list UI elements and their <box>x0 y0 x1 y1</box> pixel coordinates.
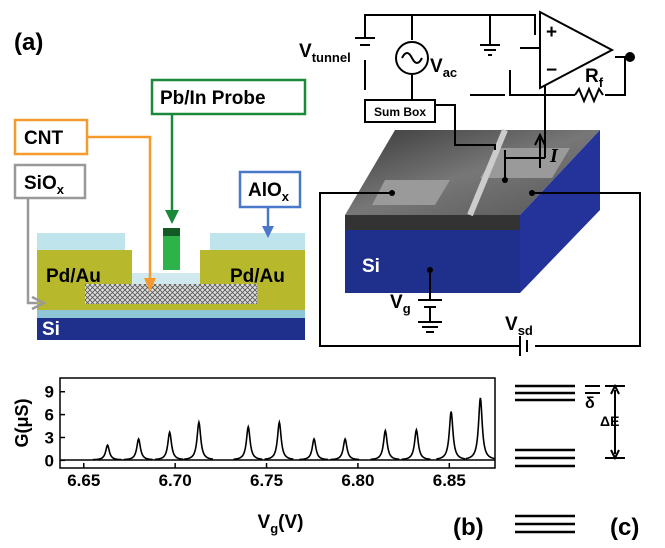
peak <box>92 443 122 461</box>
pad <box>480 148 570 178</box>
delta-e-label: ΔE <box>600 413 619 429</box>
peak <box>154 429 184 461</box>
x-axis-label: Vg(V) <box>258 512 304 536</box>
x-tick-label: 6.70 <box>159 471 192 490</box>
rf-label: Rf <box>585 66 604 90</box>
panel-label: (a) <box>14 29 43 56</box>
sample-si <box>345 230 520 293</box>
y-tick-label: 3 <box>45 428 54 447</box>
y-tick-label: 0 <box>45 451 54 470</box>
arrow-head <box>262 226 274 238</box>
substrate-label: Si <box>362 256 380 277</box>
contact-label: Pd/Au <box>46 266 101 287</box>
label-box <box>238 170 302 209</box>
probe-tip <box>163 228 180 270</box>
sum-box <box>364 99 436 123</box>
probe-cap <box>163 228 180 236</box>
sum-box-label: Sum Box <box>374 105 426 119</box>
sample-side <box>520 130 600 293</box>
peak <box>401 427 431 461</box>
ac-source <box>395 41 429 75</box>
vsd-label: Vsd <box>505 314 533 338</box>
arrow-head <box>165 210 179 224</box>
peak <box>184 419 214 460</box>
arrow-head <box>31 295 47 311</box>
label-box <box>13 163 87 200</box>
peak <box>123 437 153 461</box>
x-tick-label: 6.75 <box>250 471 283 490</box>
arrow <box>87 135 152 280</box>
vac-label: Vac <box>430 56 457 80</box>
x-axis-label-part: g <box>270 521 278 536</box>
minus-label: − <box>546 60 557 81</box>
vg-label: Vg <box>390 292 411 316</box>
peak <box>299 437 329 461</box>
current-label: I <box>549 145 559 167</box>
alox-label: AlOx <box>248 180 290 204</box>
energy-levels <box>515 384 575 534</box>
contact-base <box>37 300 305 310</box>
probe-label: Pb/In Probe <box>160 88 266 109</box>
x-tick-label: 6.80 <box>341 471 374 490</box>
y-axis-label: G(μS) <box>12 398 32 447</box>
x-axis-label-part: V <box>258 512 271 533</box>
panel-label: (b) <box>453 514 484 541</box>
siox-label: SiOx <box>24 173 65 197</box>
arrow-head <box>144 278 156 292</box>
plot-frame <box>59 377 496 469</box>
y-tick-label: 6 <box>45 406 54 425</box>
pad <box>372 180 450 205</box>
y-tick-label: 9 <box>45 383 54 402</box>
siox-layer <box>37 310 305 318</box>
label-box <box>150 78 307 116</box>
panel-label: (c) <box>610 514 639 541</box>
cnt-label: CNT <box>24 128 63 149</box>
si-layer <box>37 318 305 340</box>
peak <box>370 428 400 461</box>
peak <box>233 424 263 460</box>
peak <box>330 437 360 461</box>
delta-label: δ <box>585 395 595 412</box>
x-tick-label: 6.85 <box>433 471 466 490</box>
arrow <box>26 198 37 305</box>
nanotube <box>85 284 257 304</box>
x-tick-label: 6.65 <box>67 471 100 490</box>
peak <box>264 419 294 460</box>
contact-label: Pd/Au <box>230 266 285 287</box>
substrate-label: Si <box>42 319 60 340</box>
sample-edge <box>345 215 520 230</box>
plus-label: + <box>546 22 557 43</box>
peak <box>465 397 495 460</box>
x-axis-label-part: (V) <box>278 512 303 533</box>
vtunnel-label: Vtunnel <box>299 41 351 65</box>
peak <box>436 411 466 460</box>
output-node <box>625 52 635 62</box>
nanotube <box>467 128 508 217</box>
opamp <box>539 10 615 90</box>
